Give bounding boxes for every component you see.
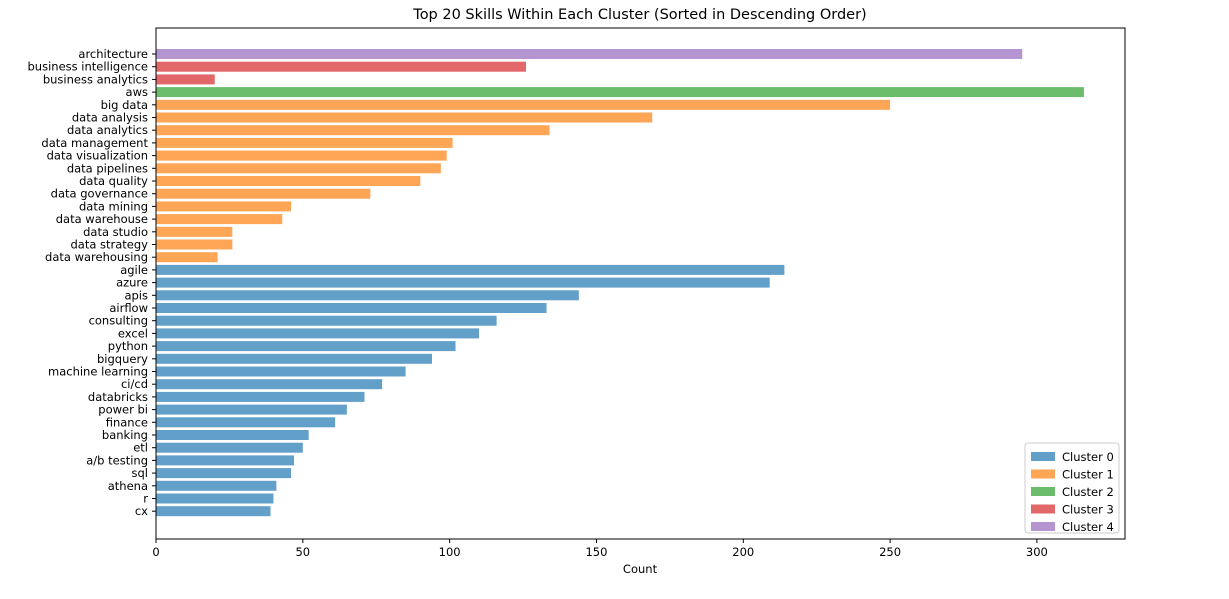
bars-group: [156, 49, 1084, 517]
y-tick-label: banking: [102, 428, 148, 442]
y-tick-label: cx: [135, 504, 148, 518]
bar: [156, 315, 497, 326]
bar: [156, 163, 441, 174]
y-tick-label: business intelligence: [28, 60, 149, 74]
chart-title: Top 20 Skills Within Each Cluster (Sorte…: [412, 7, 866, 23]
y-tick-label: architecture: [78, 47, 148, 61]
y-tick-label: data warehousing: [45, 250, 148, 264]
bar: [156, 493, 274, 504]
x-tick-label: 50: [295, 545, 310, 559]
bar: [156, 417, 336, 428]
bar: [156, 176, 421, 186]
bar: [156, 353, 433, 364]
y-tick-label: etl: [133, 441, 148, 455]
bar: [156, 468, 292, 479]
bar: [156, 303, 547, 313]
y-tick-label: finance: [106, 415, 148, 429]
y-tick-label: sql: [132, 466, 149, 480]
y-tick-label: excel: [118, 326, 148, 340]
x-tick-label: 300: [1026, 545, 1048, 559]
y-tick-label: apis: [124, 288, 148, 302]
plot-frame: [155, 27, 1126, 540]
x-tick-label: 100: [439, 545, 461, 559]
bar: [156, 214, 283, 225]
x-tick-label: 0: [152, 545, 159, 559]
y-tick-label: aws: [126, 85, 148, 99]
bar: [156, 87, 1084, 98]
bar: [156, 480, 277, 491]
x-tick-label: 150: [585, 545, 607, 559]
bar: [156, 455, 295, 466]
y-tick-label: data warehouse: [56, 212, 148, 226]
legend: Cluster 0 Cluster 1 Cluster 2 Cluster 3 Clus…: [1024, 442, 1120, 534]
y-tick-label: data management: [41, 136, 148, 150]
y-tick-label: a/b testing: [86, 453, 148, 467]
bar: [156, 366, 406, 377]
y-tick-label: airflow: [109, 301, 148, 315]
bar: [156, 442, 303, 453]
legend-label: Cluster 1: [1062, 468, 1114, 482]
x-axis: 0 50 100 150 200 250 300: [152, 539, 1048, 559]
y-tick-label: big data: [101, 98, 148, 112]
x-axis-label: Count: [623, 562, 658, 576]
y-tick-label: athena: [108, 479, 148, 493]
bar: [156, 239, 233, 250]
legend-label: Cluster 2: [1062, 485, 1114, 499]
bar: [156, 379, 383, 390]
y-tick-label: databricks: [88, 390, 148, 404]
bar: [156, 74, 215, 85]
x-tick-label: 200: [732, 545, 754, 559]
y-tick-label: agile: [120, 263, 148, 277]
bar: [156, 112, 653, 123]
bar: [156, 290, 579, 301]
bar: [156, 430, 309, 440]
bar: [156, 201, 292, 212]
y-tick-label: data pipelines: [67, 161, 148, 175]
bar: [156, 99, 891, 110]
x-tick-label: 250: [879, 545, 901, 559]
bar: [156, 328, 479, 339]
legend-swatch: [1031, 504, 1055, 514]
bar: [156, 264, 785, 275]
bar: [156, 252, 218, 263]
bar: [156, 391, 365, 402]
bar: [156, 188, 371, 199]
legend-label: Cluster 4: [1062, 520, 1114, 534]
bar: [156, 341, 456, 352]
bar: [156, 404, 347, 415]
bar: [156, 277, 770, 288]
y-tick-label: data analysis: [72, 111, 148, 125]
y-tick-label: azure: [116, 276, 148, 290]
y-tick-label: data mining: [79, 199, 148, 213]
legend-swatch: [1031, 487, 1055, 496]
y-tick-label: consulting: [89, 314, 148, 328]
legend-label: Cluster 3: [1062, 503, 1114, 517]
bar: [156, 137, 453, 148]
y-tick-label: power bi: [98, 403, 148, 417]
legend-swatch: [1031, 452, 1055, 461]
y-tick-label: data studio: [83, 225, 148, 239]
bar: [156, 226, 233, 237]
bar: [156, 61, 526, 72]
y-tick-label: ci/cd: [121, 377, 148, 391]
y-tick-label: data visualization: [47, 149, 148, 163]
bar: [156, 49, 1023, 59]
y-tick-label: data analytics: [67, 123, 148, 137]
y-tick-label: r: [143, 492, 148, 506]
y-tick-label: data governance: [51, 187, 148, 201]
legend-swatch: [1031, 469, 1055, 479]
bar: [156, 150, 447, 161]
y-tick-label: business analytics: [43, 72, 148, 86]
y-tick-label: machine learning: [48, 365, 148, 379]
y-tick-label: bigquery: [97, 352, 148, 366]
bar: [156, 125, 550, 136]
y-tick-label: python: [108, 339, 148, 353]
bar: [156, 506, 271, 517]
legend-label: Cluster 0: [1062, 450, 1114, 464]
y-tick-label: data strategy: [70, 238, 148, 252]
y-tick-label: data quality: [79, 174, 148, 188]
legend-swatch: [1031, 522, 1055, 531]
